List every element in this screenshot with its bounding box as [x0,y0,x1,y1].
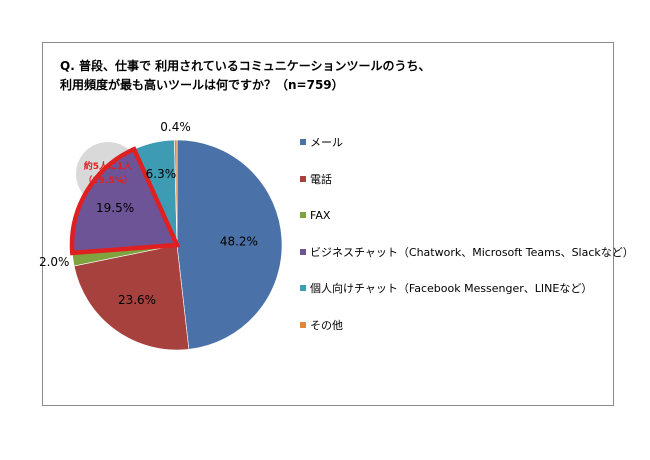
highlight-outline [69,146,181,256]
legend-item-business-chat: ビジネスチャット（Chatwork、Microsoft Teams、Slackな… [300,246,634,260]
data-label-business-chat: 19.5% [96,201,134,215]
legend-label-mail: メール [310,136,343,149]
callout-label: 約5人に1人 （19.5%） [80,160,136,188]
chart-title: Q. 普段、仕事で 利用されているコミュニケーションツールのうち、 利用頻度が最… [60,57,600,95]
legend-swatch-business-chat [300,248,306,255]
legend-label-other: その他 [310,318,343,332]
callout-line-1: 約5人に1人 [83,162,133,172]
legend-label-phone: 電話 [310,172,332,186]
data-label-other: 0.4% [160,120,191,134]
legend-swatch-mail [300,139,306,145]
data-label-fax: 2.0% [39,255,70,269]
legend-item-other: その他 [300,319,343,333]
legend-swatch-other [300,321,306,328]
legend-item-mail: メール [300,136,343,150]
legend-swatch-phone [300,175,306,182]
data-label-mail: 48.2% [220,235,258,249]
legend-swatch-personal-chat [300,285,306,291]
callout-line-2: （19.5%） [83,176,133,186]
pie-slice-other [174,139,178,246]
legend-label-fax: FAX [310,209,331,222]
pie-slice-mail [176,139,283,350]
chart-title-line-1: Q. 普段、仕事で 利用されているコミュニケーションツールのうち、 [60,59,431,73]
legend-item-fax: FAX [300,209,330,223]
data-label-personal-chat: 6.3% [146,167,177,181]
legend-item-personal-chat: 個人向けチャット（Facebook Messenger、LINEなど） [300,282,592,296]
legend-item-phone: 電話 [300,173,332,187]
data-label-phone: 23.6% [118,293,156,307]
legend-label-personal-chat: 個人向けチャット（Facebook Messenger、LINEなど） [310,282,593,295]
chart-title-line-2: 利用頻度が最も高いツールは何ですか？（n=759） [60,78,344,92]
legend-label-business-chat: ビジネスチャット（Chatwork、Microsoft Teams、Slackな… [310,245,634,259]
legend-swatch-fax [300,212,306,218]
pie-slice-phone [73,244,190,351]
